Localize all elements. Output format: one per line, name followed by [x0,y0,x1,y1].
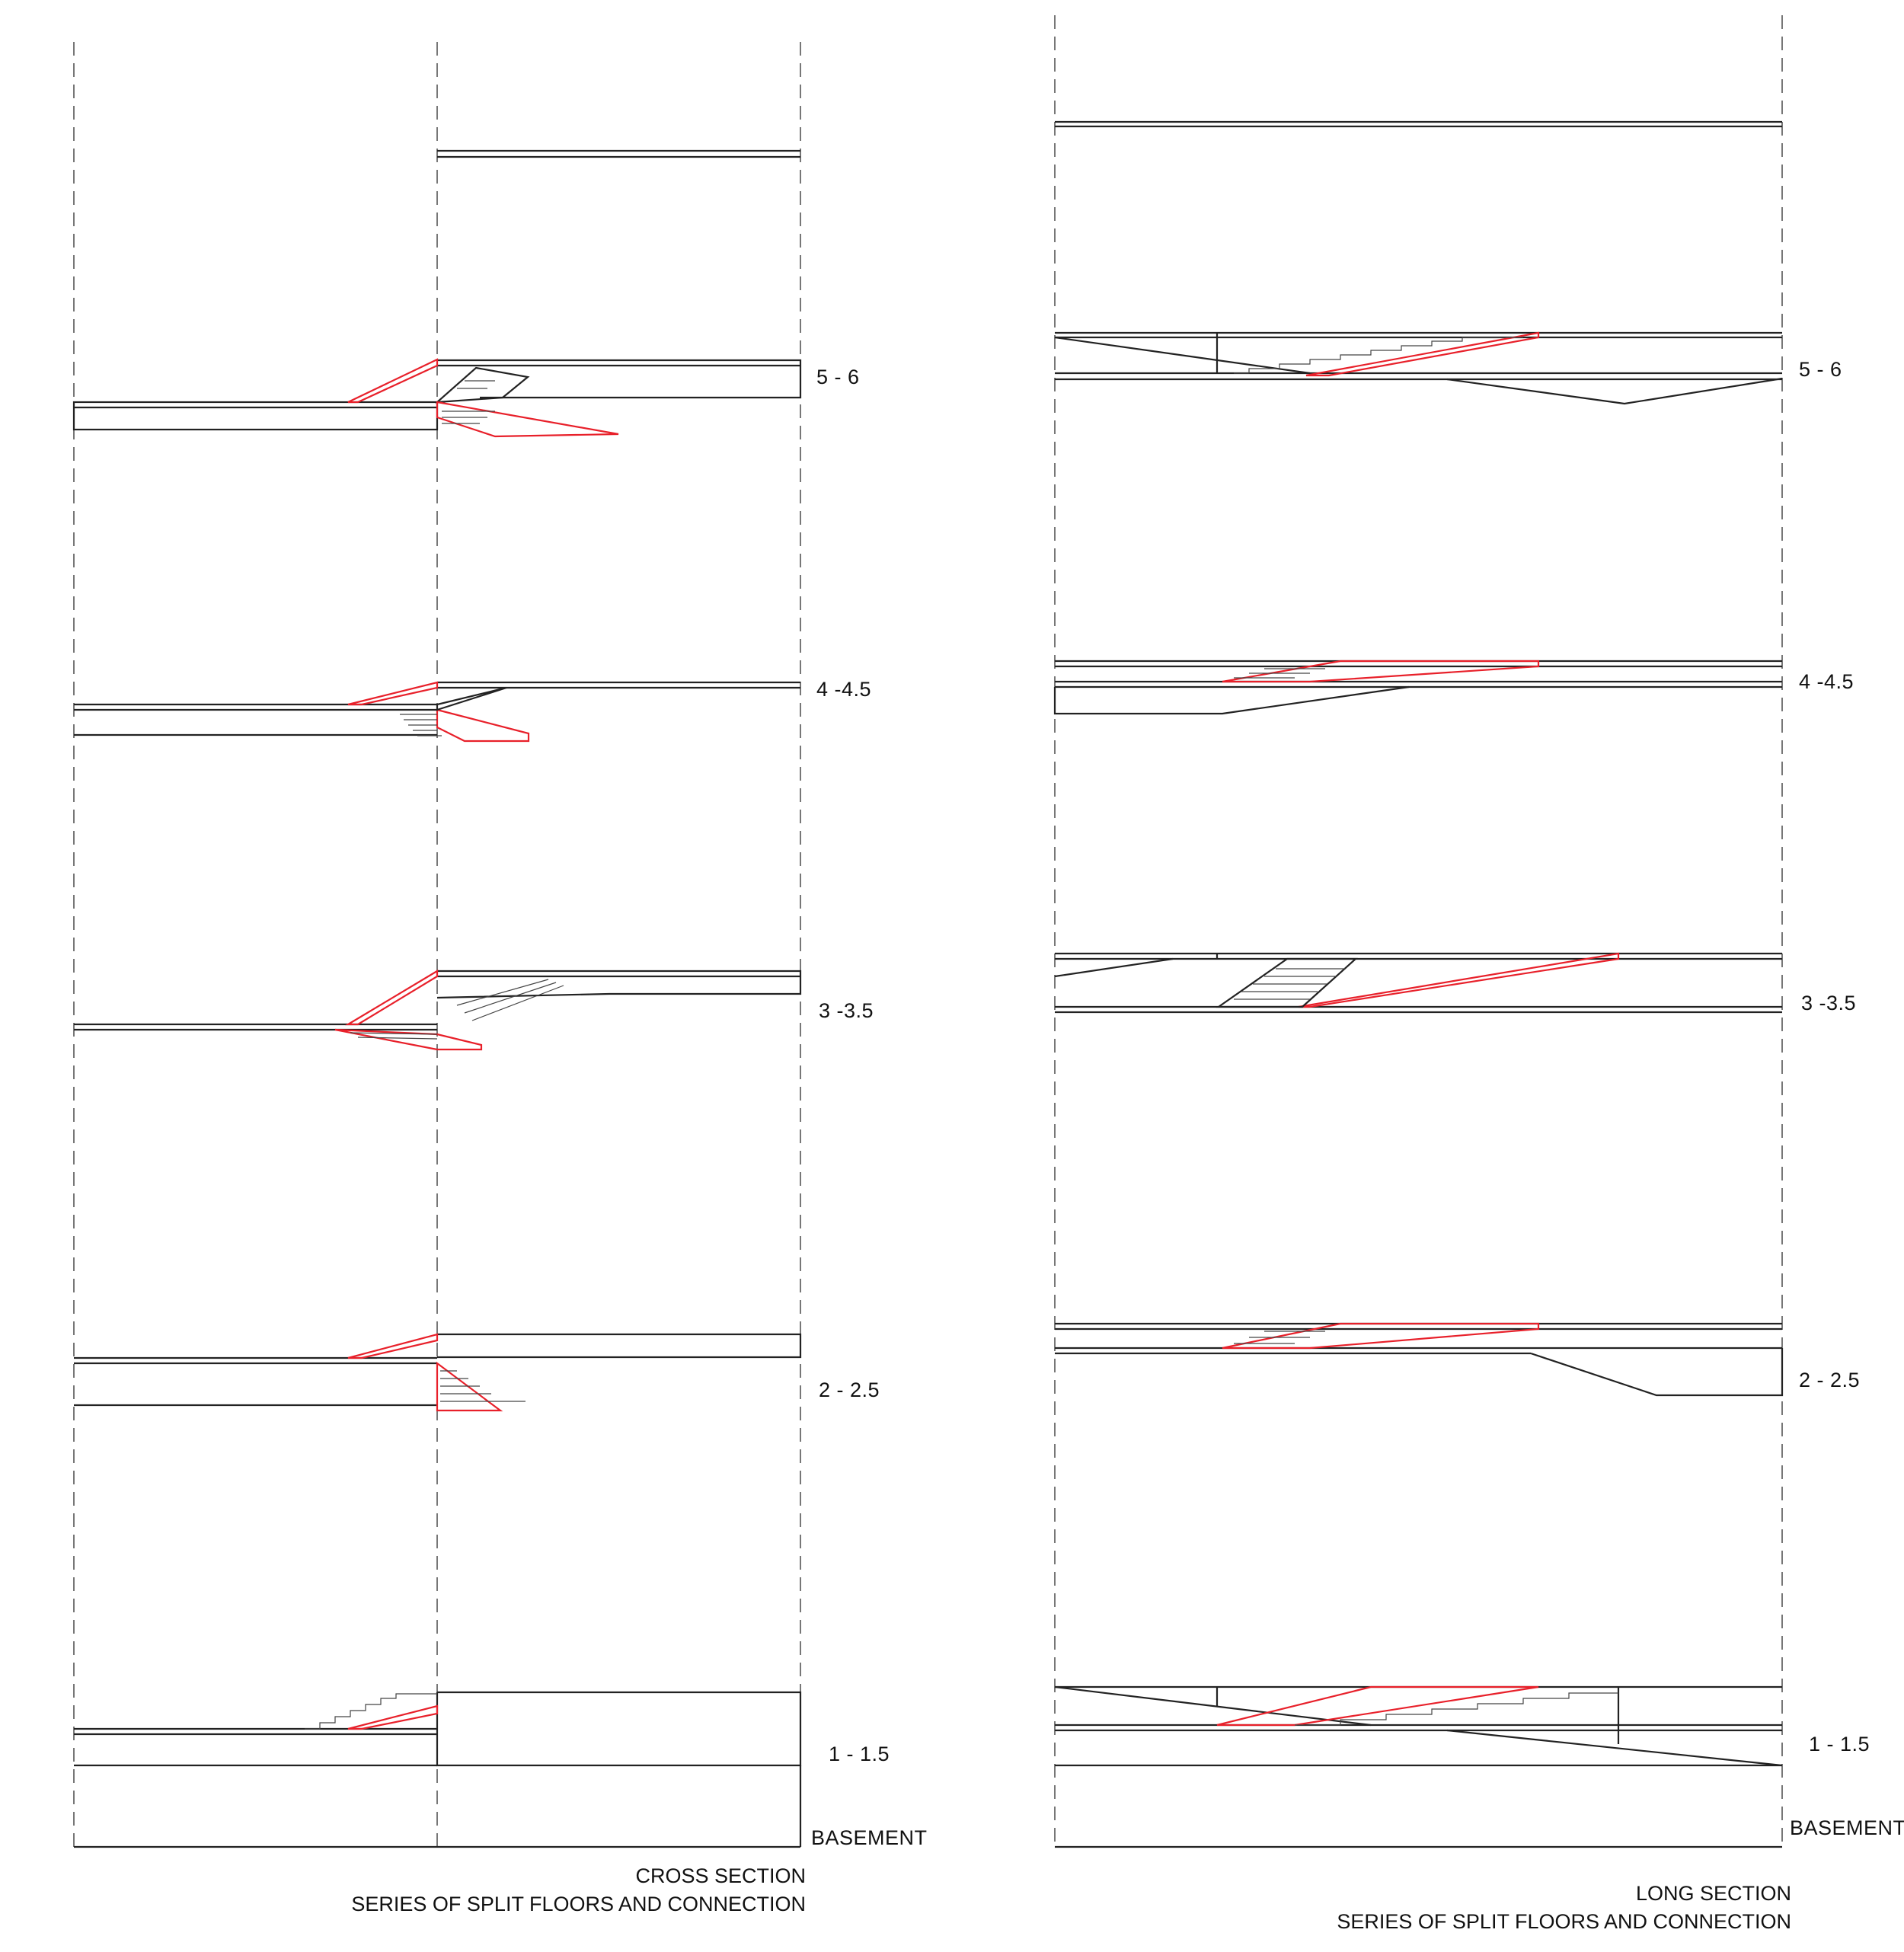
long-basement-label: BASEMENT [1790,1816,1904,1839]
cross-floor-3-3.5 [74,970,802,1051]
long-caption-subtitle: SERIES OF SPLIT FLOORS AND CONNECTION [1337,1910,1791,1933]
cross-level-label: 2 - 2.5 [819,1379,880,1401]
cross-floor-5-6 [72,358,802,438]
long-floor-5-6 [1054,331,1783,405]
cross-caption-subtitle: SERIES OF SPLIT FLOORS AND CONNECTION [351,1893,806,1915]
long-level-label: 2 - 2.5 [1799,1369,1861,1391]
long-floor-1-1.5 [1054,1685,1783,1767]
cross-floor-2-2.5 [74,1333,802,1412]
long-floor-2-2.5 [1055,1322,1784,1397]
long-roof-slab [1055,120,1782,128]
long-level-label: 5 - 6 [1799,358,1842,381]
long-section [1053,15,1784,1848]
cross-level-label: 5 - 6 [816,366,860,388]
cross-floor-1-1.5 [74,1691,802,1767]
cross-level-label: 3 -3.5 [819,999,874,1022]
long-caption-title: LONG SECTION [1635,1882,1791,1905]
cross-section-caption: CROSS SECTION SERIES OF SPLIT FLOORS AND… [351,1862,806,1918]
cross-floor-4-4.5 [74,681,800,743]
cross-caption-title: CROSS SECTION [635,1864,806,1887]
cross-level-label: 4 -4.5 [816,678,872,701]
long-level-label: 1 - 1.5 [1809,1733,1870,1756]
cross-basement-label: BASEMENT [811,1826,928,1849]
cross-roof-slab [437,149,800,158]
long-level-label: 3 -3.5 [1801,992,1857,1014]
cross-level-label: 1 - 1.5 [829,1743,890,1765]
long-floor-4-4.5 [1053,660,1782,715]
long-section-caption: LONG SECTION SERIES OF SPLIT FLOORS AND … [1337,1880,1791,1936]
cross-section [72,42,802,1848]
long-level-label: 4 -4.5 [1799,670,1854,693]
long-floor-3-3.5 [1054,952,1782,1014]
